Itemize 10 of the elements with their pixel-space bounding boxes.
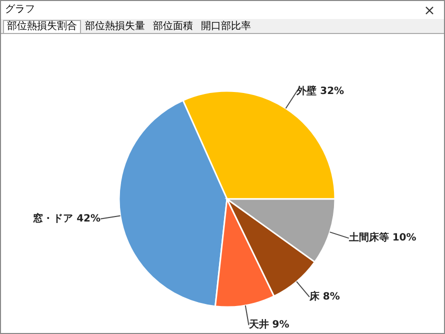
- chart-title: グラフ: [4, 3, 36, 17]
- text: 部位熱損失量: [81, 20, 149, 33]
- slice-label: 床 8%: [308, 290, 340, 302]
- text: 部位面積: [149, 20, 197, 33]
- slice-label: 窓・ドア 42%: [33, 212, 101, 224]
- slice-label: 外壁 32%: [296, 85, 344, 98]
- text: 部位熱損失割合: [3, 20, 81, 33]
- slice-label: 土間床等 10%: [348, 232, 416, 244]
- slice-label: 天井 9%: [248, 318, 290, 331]
- text: 開口部比率: [197, 20, 255, 33]
